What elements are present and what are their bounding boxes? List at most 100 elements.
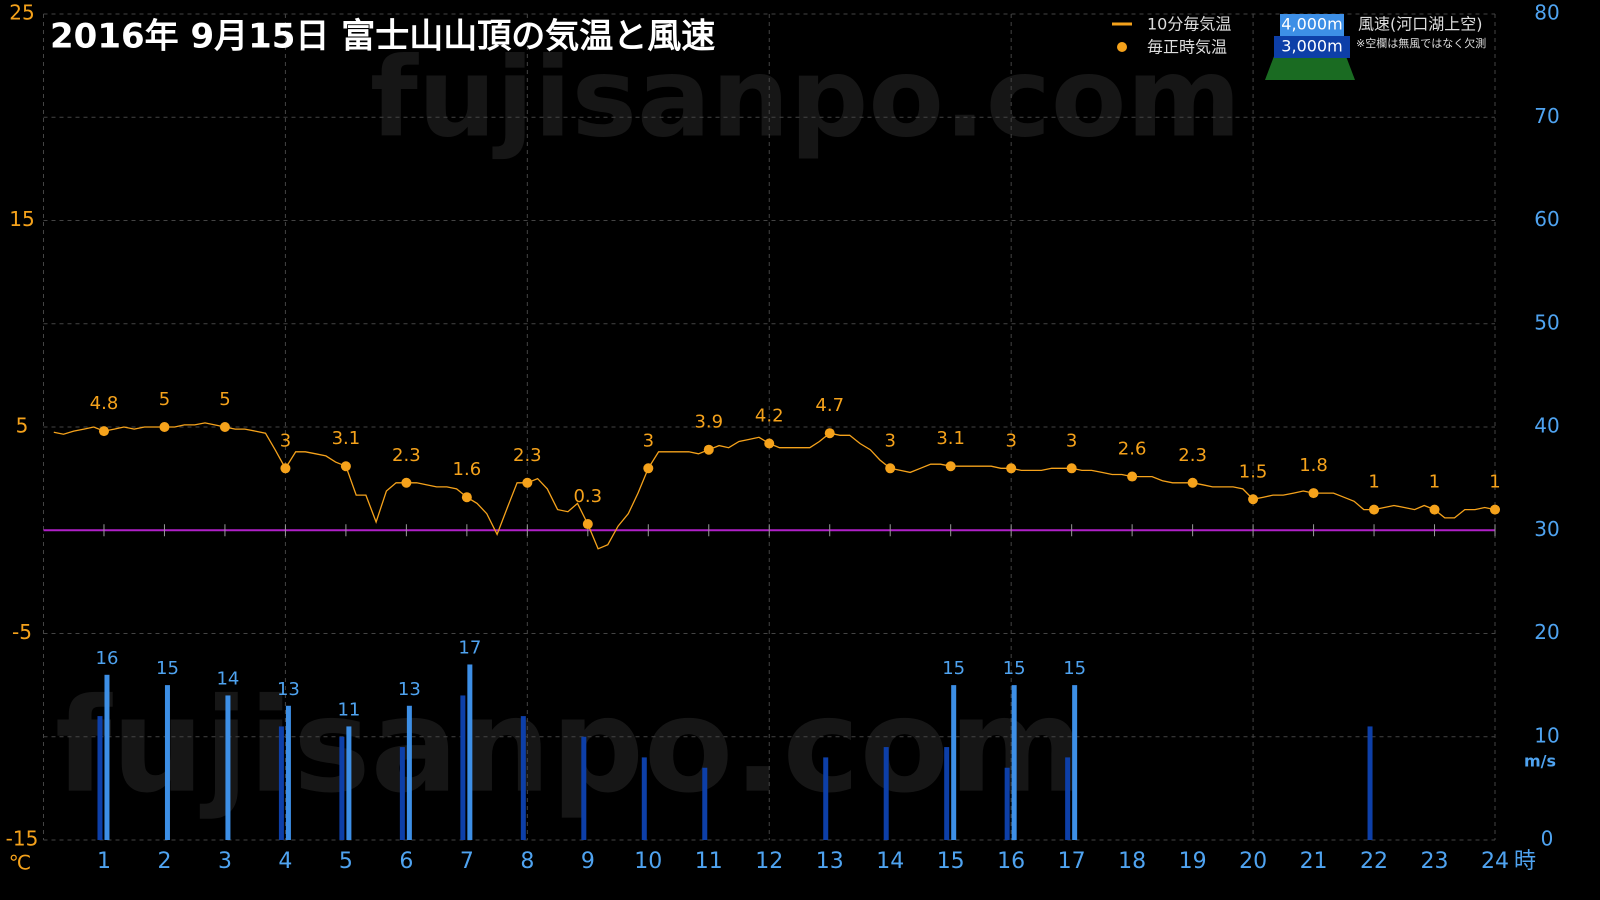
x-tick-label: 17: [1058, 849, 1086, 874]
wind-bar: [581, 736, 587, 840]
data-label: 1: [1429, 472, 1440, 493]
data-label: 3.1: [936, 428, 965, 449]
legend-title: 風速(河口湖上空): [1358, 15, 1483, 34]
wind-bar: [641, 757, 647, 840]
data-label: 2.3: [392, 445, 421, 466]
wind-bar: [225, 695, 231, 840]
wind-bar: [823, 757, 829, 840]
x-tick-label: 13: [816, 849, 844, 874]
data-label: 3.9: [694, 412, 723, 433]
hourly-point: [643, 463, 654, 474]
legend-label: 毎正時気温: [1147, 38, 1227, 57]
legend-swatch: [1274, 36, 1350, 58]
x-tick-label: 8: [520, 849, 534, 874]
x-tick-label: 18: [1118, 849, 1146, 874]
data-label: 1: [1368, 472, 1379, 493]
y2-tick-label: 50: [1534, 310, 1559, 334]
wind-bar: [1367, 726, 1373, 840]
hourly-point: [461, 492, 472, 503]
hourly-point: [703, 444, 714, 455]
y2-tick-label: 30: [1534, 517, 1559, 541]
hourly-point: [1187, 477, 1198, 488]
x-tick-label: 5: [339, 849, 353, 874]
wind-bar: [460, 695, 466, 840]
x-tick-label: 3: [218, 849, 232, 874]
y2-tick-label: 70: [1534, 104, 1559, 128]
wind-bar: [944, 747, 950, 840]
x-tick-label: 15: [937, 849, 965, 874]
data-label: 15: [156, 658, 179, 679]
y-tick-label: 25: [9, 1, 34, 25]
data-label: 2.6: [1118, 439, 1147, 460]
data-label: 1.8: [1299, 455, 1328, 476]
hourly-point: [824, 428, 835, 439]
x-tick-label: 9: [581, 849, 595, 874]
hourly-point: [340, 461, 351, 472]
wind-bar: [406, 705, 412, 840]
y2-tick-label: 60: [1534, 207, 1559, 231]
data-label: 0.3: [573, 486, 602, 507]
y-tick-label: 5: [16, 414, 29, 438]
data-label: 3: [1066, 430, 1077, 451]
x-tick-label: 6: [399, 849, 413, 874]
data-label: 15: [1063, 658, 1086, 679]
watermark: fujisanpo.com: [370, 33, 1241, 161]
x-tick-label: 16: [997, 849, 1025, 874]
hourly-point: [1369, 504, 1380, 515]
data-label: 13: [277, 679, 300, 700]
watermark: fujisanpo.com: [55, 670, 1084, 822]
x-tick-label: 2: [157, 849, 171, 874]
hourly-point: [1248, 494, 1259, 505]
wind-bar: [339, 736, 345, 840]
wind-bar: [520, 716, 526, 840]
legend-label: 4,000m: [1281, 15, 1342, 34]
chart-title: 2016年 9月15日 富士山山頂の気温と風速: [50, 17, 715, 57]
legend-label: 10分毎気温: [1147, 15, 1231, 34]
wind-bar: [164, 685, 170, 840]
data-label: 17: [458, 637, 481, 658]
hourly-point: [159, 422, 170, 432]
hourly-point: [219, 422, 230, 432]
x-tick-label: 11: [695, 849, 723, 874]
x-tick-label: 1: [97, 849, 111, 874]
y2-tick-label: 20: [1534, 620, 1559, 644]
data-label: 11: [337, 699, 360, 720]
legend: 10分毎気温 毎正時気温 4,000m 3,000m 風速(河口湖上空) ※空欄…: [1112, 14, 1486, 80]
wind-bar: [1072, 685, 1078, 840]
data-label: 5: [219, 389, 230, 410]
y2-tick-label: 10: [1534, 723, 1559, 747]
x-tick-label: 23: [1421, 849, 1449, 874]
data-label: 15: [942, 658, 965, 679]
data-label: 16: [96, 648, 119, 669]
data-label: 3: [1005, 430, 1016, 451]
wind-bar: [399, 747, 405, 840]
data-label: 14: [216, 668, 239, 689]
y-tick-label: 15: [9, 207, 34, 231]
hourly-point: [1006, 463, 1017, 474]
hourly-point: [1127, 471, 1138, 482]
wind-bar: [1065, 757, 1071, 840]
data-label: 13: [398, 679, 421, 700]
hourly-point: [522, 477, 533, 488]
x-axis-unit: 時: [1514, 849, 1536, 874]
x-tick-label: 24: [1481, 849, 1509, 874]
y-tick-label: -5: [12, 620, 32, 644]
x-tick-label: 7: [460, 849, 474, 874]
hourly-point: [401, 477, 412, 488]
data-label: 2.3: [513, 445, 542, 466]
x-tick-label: 4: [278, 849, 292, 874]
x-tick-label: 12: [755, 849, 783, 874]
y2-tick-label: 0: [1541, 827, 1554, 851]
data-label: 3: [884, 430, 895, 451]
x-tick-label: 20: [1239, 849, 1267, 874]
hourly-point: [945, 461, 956, 472]
hourly-point: [280, 463, 291, 474]
data-label: 15: [1003, 658, 1026, 679]
wind-bar: [467, 664, 473, 840]
y2-tick-label: 80: [1534, 1, 1559, 25]
hourly-point: [1066, 463, 1077, 474]
hourly-point: [764, 438, 775, 449]
